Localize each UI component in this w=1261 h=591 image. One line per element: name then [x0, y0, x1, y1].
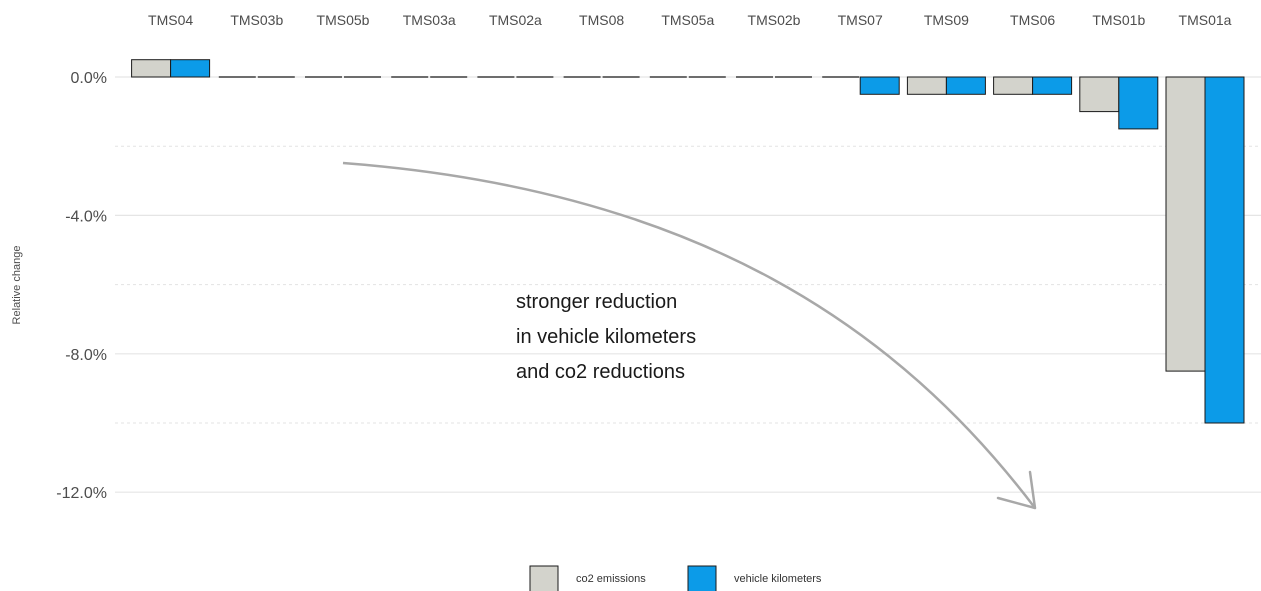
category-label: TMS04	[148, 12, 193, 28]
category-label: TMS03a	[403, 12, 456, 28]
y-tick-label: -4.0%	[65, 208, 107, 225]
category-label: TMS09	[924, 12, 969, 28]
annotation-arrow	[342, 161, 1037, 510]
bars	[131, 59, 1245, 424]
y-tick-label: 0.0%	[71, 70, 107, 87]
bar-co2-emissions-TMS06	[993, 76, 1034, 95]
y-tick-label: -12.0%	[56, 485, 107, 502]
category-labels: TMS04 TMS03b TMS05b TMS03a TMS02a TMS08 TMS05a…	[148, 12, 1232, 28]
bar-co2-emissions-TMS04	[131, 59, 172, 78]
category-label: TMS08	[579, 12, 624, 28]
category-label: TMS06	[1010, 12, 1055, 28]
bar-vehicle-kilometers-TMS09	[945, 76, 986, 95]
category-label: TMS01a	[1179, 12, 1232, 28]
category-label: TMS03b	[230, 12, 283, 28]
legend-label-co2-emissions: co2 emissions	[576, 573, 646, 585]
annotation-line-1: stronger reduction	[516, 291, 677, 313]
category-label: TMS02b	[748, 12, 801, 28]
bar-vehicle-kilometers-TMS04	[170, 59, 211, 78]
category-label: TMS02a	[489, 12, 542, 28]
legend-label-vehicle-kilometers: vehicle kilometers	[734, 573, 822, 585]
bar-vehicle-kilometers-TMS07	[859, 76, 900, 95]
annotation-line-2: in vehicle kilometers	[516, 326, 696, 348]
annotation-line-3: and co2 reductions	[516, 361, 685, 383]
bar-vehicle-kilometers-TMS06	[1032, 76, 1073, 95]
category-label: TMS05a	[661, 12, 714, 28]
bar-vehicle-kilometers-TMS01b	[1118, 76, 1159, 130]
bar-co2-emissions-TMS09	[906, 76, 947, 95]
y-tick-label: -8.0%	[65, 347, 107, 364]
bar-co2-emissions-TMS01b	[1079, 76, 1120, 113]
category-label: TMS05b	[317, 12, 370, 28]
bar-co2-emissions-TMS01a	[1165, 76, 1206, 372]
bar-vehicle-kilometers-TMS01a	[1204, 76, 1245, 424]
y-axis-title: Relative change	[11, 246, 23, 325]
gridlines	[115, 76, 1261, 493]
y-axis-ticks: 0.0% -4.0% -8.0% -12.0%	[56, 70, 107, 502]
category-label: TMS01b	[1092, 12, 1145, 28]
annotation-text: stronger reduction in vehicle kilometers…	[516, 291, 696, 383]
legend: co2 emissions vehicle kilometers	[529, 565, 822, 591]
legend-swatch-vehicle-kilometers	[687, 565, 717, 591]
legend-swatch-co2-emissions	[529, 565, 559, 591]
category-label: TMS07	[838, 12, 883, 28]
